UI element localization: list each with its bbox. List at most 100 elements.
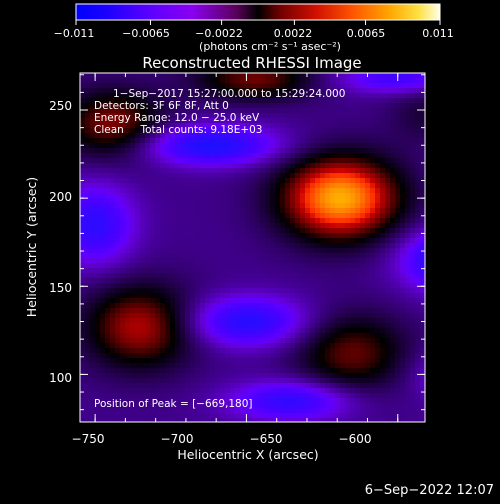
heatmap-cell [210,143,216,149]
heatmap-cell [385,363,391,369]
heatmap-cell [400,413,406,419]
heatmap-cell [390,323,396,329]
heatmap-cell [420,363,425,369]
heatmap-cell [320,258,326,264]
heatmap-cell [190,403,196,409]
heatmap-cell [385,153,391,159]
heatmap-cell [270,173,276,179]
heatmap-cell [395,158,401,164]
heatmap-cell [255,398,261,404]
heatmap-cell [230,178,236,184]
heatmap-cell [300,298,306,304]
heatmap-cell [110,413,116,419]
heatmap-cell [250,368,256,374]
heatmap-cell [150,413,156,419]
heatmap-cell [95,328,101,334]
heatmap-cell [410,398,416,404]
heatmap-cell [125,318,131,324]
heatmap-cell [290,183,296,189]
heatmap-cell [270,208,276,214]
heatmap-cell [290,323,296,329]
heatmap-cell [100,308,106,314]
heatmap-cell [350,268,356,274]
heatmap-cell [385,328,391,334]
heatmap-cell [265,378,271,384]
heatmap-cell [375,283,381,289]
heatmap-cell [300,333,306,339]
heatmap-cell [195,148,201,154]
heatmap-cell [275,343,281,349]
heatmap-cell [190,193,196,199]
heatmap-cell [105,418,111,422]
heatmap-cell [240,388,246,394]
heatmap-cell [95,338,101,344]
heatmap-cell [175,208,181,214]
heatmap-cell [255,383,261,389]
heatmap-cell [325,103,331,109]
heatmap-cell [135,293,141,299]
heatmap-cell [265,133,271,139]
heatmap-cell [290,378,296,384]
heatmap-cell [345,243,351,249]
heatmap-cell [405,303,411,309]
heatmap-cell [280,233,286,239]
heatmap-cell [300,233,306,239]
heatmap-cell [365,248,371,254]
heatmap-cell [210,253,216,259]
heatmap-cell [265,208,271,214]
heatmap-cell [190,278,196,284]
heatmap-cell [400,378,406,384]
heatmap-cell [400,128,406,134]
heatmap-cell [95,193,101,199]
heatmap-cell [85,328,91,334]
heatmap-cell [250,143,256,149]
heatmap-cell [260,343,266,349]
heatmap-cell [245,253,251,259]
heatmap-cell [245,288,251,294]
heatmap-cell [145,243,151,249]
heatmap-cell [100,333,106,339]
heatmap-cell [265,233,271,239]
heatmap-cell [210,273,216,279]
heatmap-cell [320,403,326,409]
heatmap-cell [365,353,371,359]
heatmap-cell [415,353,421,359]
heatmap-cell [160,198,166,204]
heatmap-cell [385,298,391,304]
heatmap-cell [350,188,356,194]
heatmap-cell [335,148,341,154]
heatmap-cell [80,418,86,422]
heatmap-cell [150,143,156,149]
heatmap-cell [395,318,401,324]
heatmap-cell [315,78,321,84]
heatmap-cell [85,383,91,389]
heatmap-cell [200,128,206,134]
heatmap-cell [395,188,401,194]
heatmap-cell [380,148,386,154]
heatmap-cell [380,403,386,409]
heatmap-cell [260,233,266,239]
heatmap-cell [380,113,386,119]
heatmap-cell [140,193,146,199]
heatmap-cell [245,398,251,404]
heatmap-cell [340,273,346,279]
heatmap-cell [215,73,221,79]
heatmap-cell [405,228,411,234]
heatmap-cell [100,78,106,84]
heatmap-cell [195,168,201,174]
heatmap-cell [195,208,201,214]
heatmap-cell [135,203,141,209]
heatmap-cell [400,338,406,344]
heatmap-cell [165,263,171,269]
heatmap-cell [250,263,256,269]
heatmap-cell [155,73,161,79]
heatmap-cell [320,383,326,389]
heatmap-cell [335,183,341,189]
heatmap-cell [390,408,396,414]
heatmap-cell [400,73,406,79]
heatmap-cell [155,123,161,129]
heatmap-cell [175,228,181,234]
heatmap-cell [310,153,316,159]
heatmap-cell [205,78,211,84]
heatmap-cell [300,318,306,324]
